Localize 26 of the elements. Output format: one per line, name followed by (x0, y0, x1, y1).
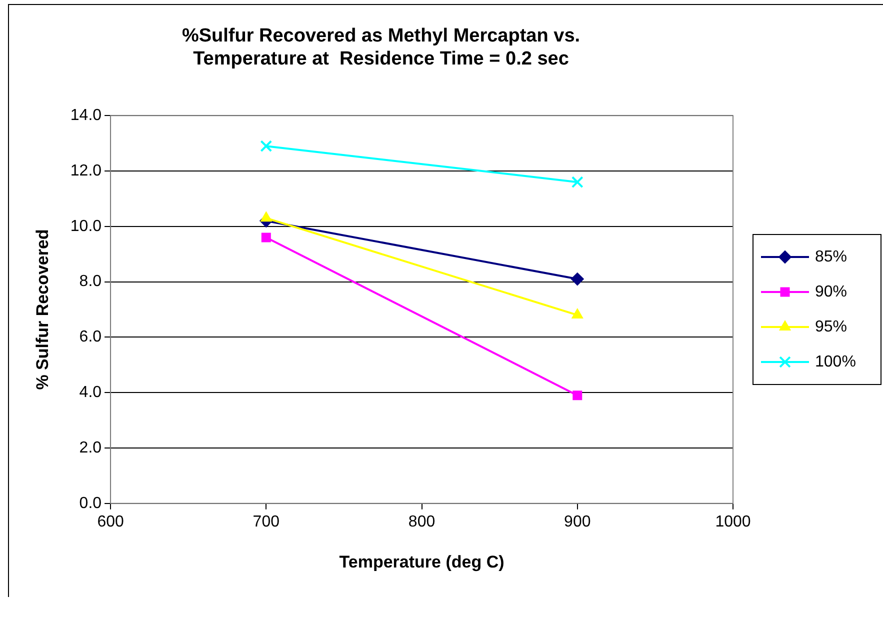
legend-label: 85% (815, 248, 848, 266)
y-tick-label: 6.0 (79, 328, 102, 346)
point (260, 140, 272, 152)
point (572, 390, 582, 400)
y-tick-label: 4.0 (79, 384, 102, 402)
y-tick-label: 10.0 (70, 218, 102, 235)
text: Temperature at Residence Time = 0.2 sec (193, 48, 569, 70)
text: %Sulfur Recovered as Methyl Mercaptan vs. (182, 26, 580, 47)
x-tick-label: 900 (564, 513, 591, 530)
legend-label: 95% (815, 318, 848, 336)
y-axis-title: % Sulfur Recovered (32, 229, 52, 390)
x-tick-label: 600 (97, 513, 124, 530)
point (571, 176, 584, 188)
x-tick-label: 800 (408, 513, 436, 530)
x-tick-label: 700 (252, 513, 280, 530)
x-axis-title: Temperature (deg C) (339, 552, 504, 572)
y-tick-label: 8.0 (79, 273, 102, 290)
legend-label: 90% (815, 283, 848, 300)
point (570, 272, 584, 286)
x-tick-label: 1000 (715, 513, 751, 530)
y-tick-label: 2.0 (79, 439, 102, 456)
y-tick-label: 0.0 (79, 494, 102, 512)
y-tick-label: 14.0 (70, 107, 102, 124)
point (261, 232, 271, 242)
legend-label: 100% (815, 353, 856, 370)
y-tick-label: 12.0 (70, 162, 102, 180)
